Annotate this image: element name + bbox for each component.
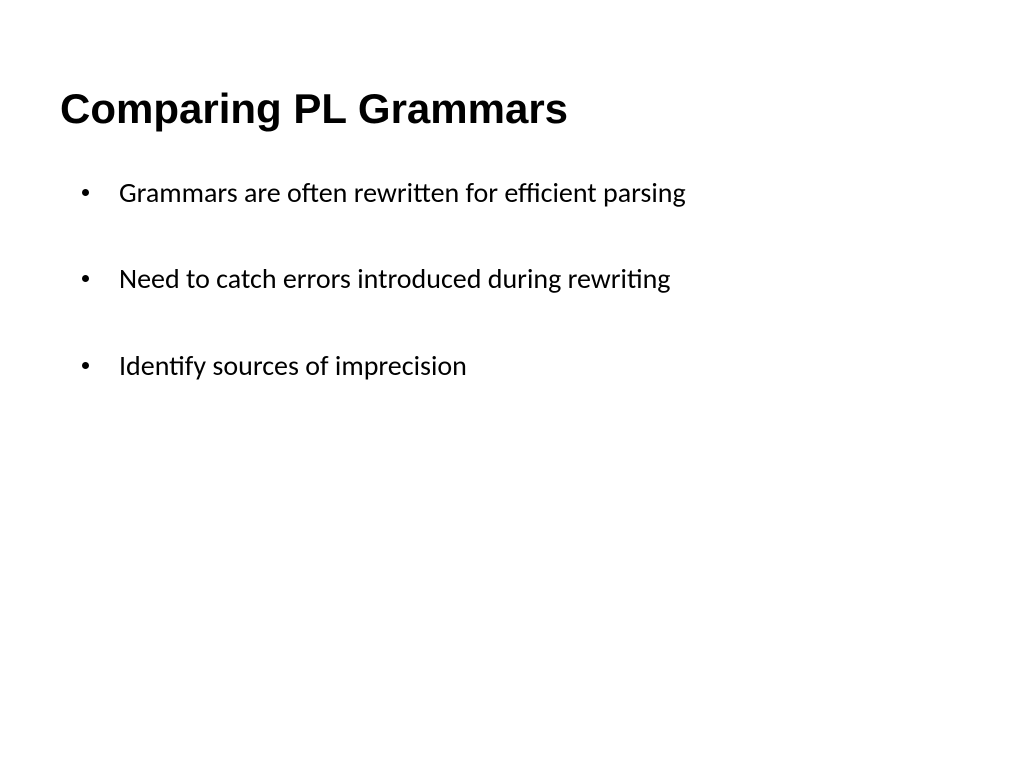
bullet-text: Identify sources of imprecision [119,348,467,384]
list-item: Grammars are often rewritten for efficie… [60,175,964,211]
bullet-icon [82,275,89,282]
bullet-text: Need to catch errors introduced during r… [119,261,670,297]
list-item: Identify sources of imprecision [60,348,964,384]
list-item: Need to catch errors introduced during r… [60,261,964,297]
bullet-text: Grammars are often rewritten for efficie… [119,175,686,211]
bullet-icon [82,189,89,196]
slide-title: Comparing PL Grammars [60,85,964,133]
bullet-icon [82,362,89,369]
bullet-list: Grammars are often rewritten for efficie… [60,175,964,384]
